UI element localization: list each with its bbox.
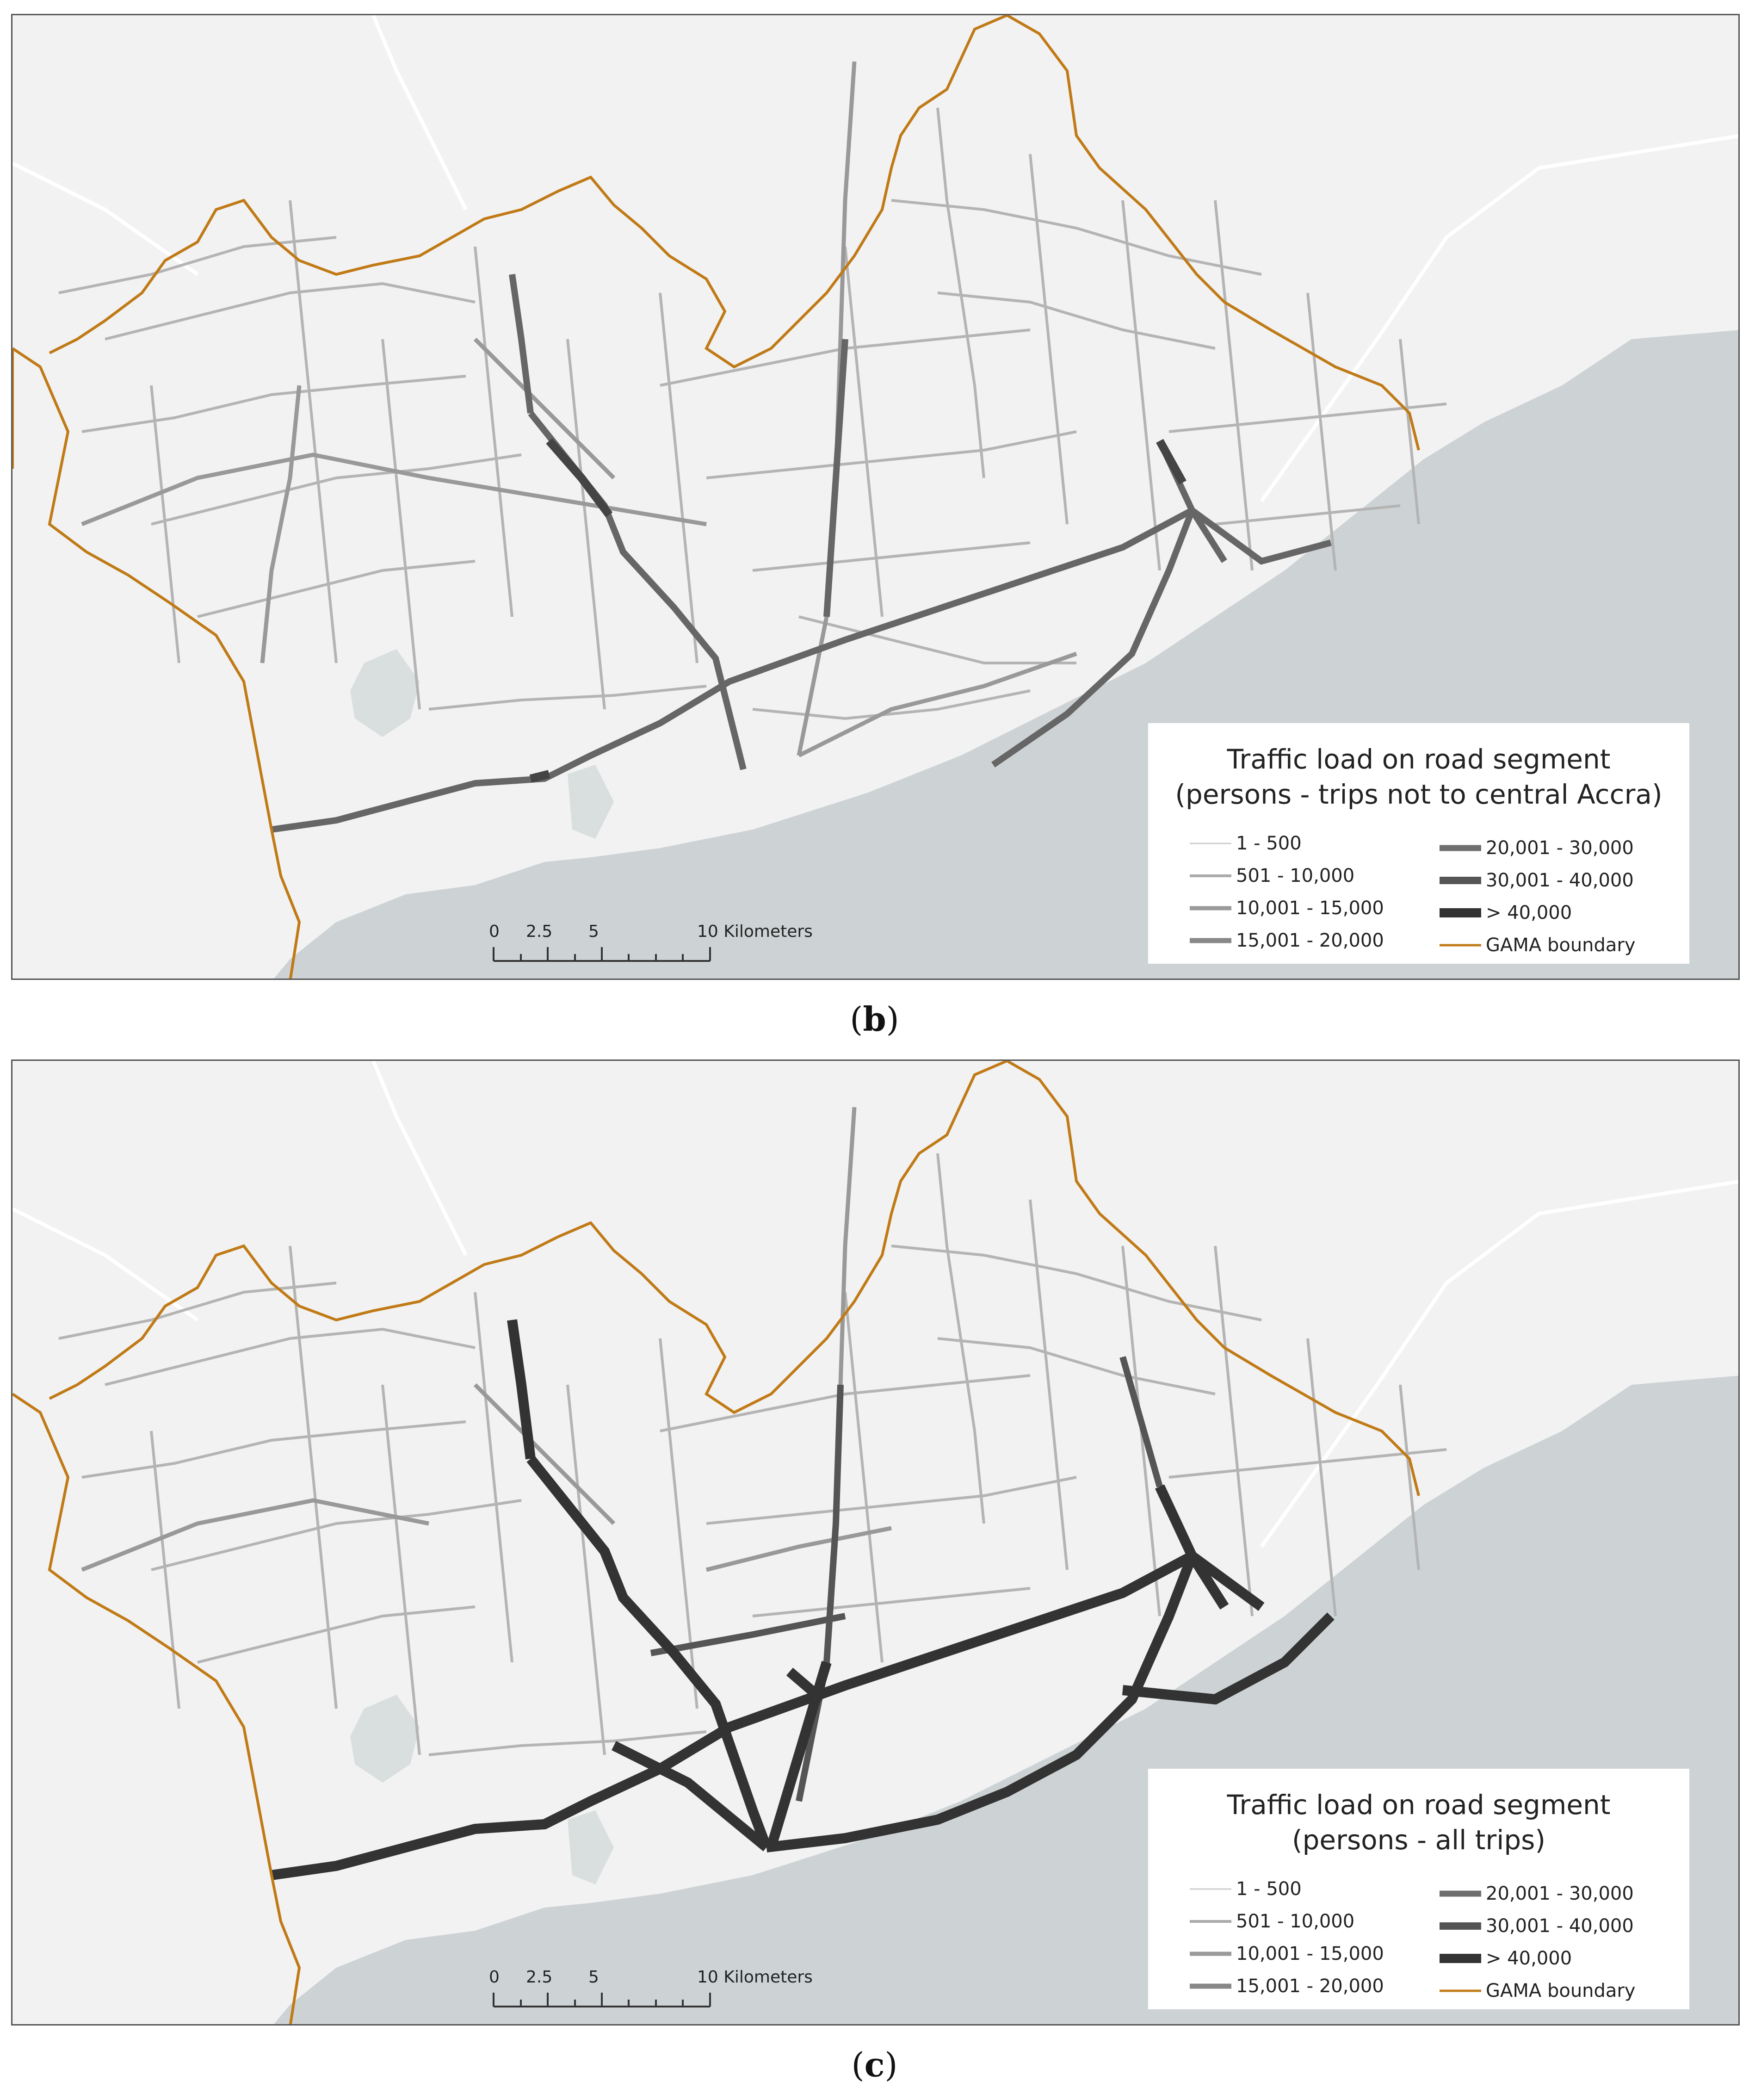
caption-b: (b): [850, 999, 899, 1039]
scale-label-5: 5: [588, 922, 599, 941]
base-roads: [12, 1061, 1738, 1548]
medium-roads: [81, 1107, 892, 1572]
legend-title: Traffic load on road segment (persons - …: [1175, 743, 1662, 810]
medium-roads: [81, 61, 1077, 758]
scale-label-5: 5: [588, 1968, 599, 1987]
legend-title: Traffic load on road segment (persons - …: [1227, 1789, 1611, 1856]
scale-label-0: 0: [489, 922, 500, 941]
legend-b: Traffic load on road segment (persons - …: [1148, 723, 1689, 964]
heavy-roads: [271, 1319, 1335, 1880]
gama-boundary: [12, 1061, 1420, 2024]
scale-label-10: 10 Kilometers: [697, 922, 813, 941]
minor-roads: [58, 1153, 1447, 1756]
map-panel-c: 0 2.5 5 10 Kilometers Traffic load on ro…: [11, 1059, 1740, 2026]
lagoon: [350, 1695, 420, 1783]
scale-bar: 0 2.5 5 10 Kilometers: [489, 1968, 813, 2009]
base-roads: [12, 15, 1738, 502]
lagoon: [350, 649, 420, 737]
major-roads: [650, 1356, 1163, 1802]
scale-label-2-5: 2.5: [526, 1968, 553, 1987]
lagoon-south: [568, 1810, 614, 1884]
scale-label-10: 10 Kilometers: [697, 1968, 813, 1987]
map-panel-b: 0 2.5 5 10 Kilometers Traffic load on ro…: [11, 14, 1740, 980]
scale-bar: 0 2.5 5 10 Kilometers: [489, 922, 813, 964]
scale-label-2-5: 2.5: [526, 922, 553, 941]
scale-label-0: 0: [489, 1968, 500, 1987]
scale-bar-ruler: [493, 1993, 711, 2007]
gama-boundary: [12, 15, 1420, 979]
lagoon-south: [568, 765, 614, 839]
heavy-roads: [529, 438, 1187, 783]
caption-c: (c): [851, 2045, 898, 2084]
scale-bar-ruler: [493, 947, 711, 962]
legend-c: Traffic load on road segment (persons - …: [1148, 1769, 1689, 2009]
